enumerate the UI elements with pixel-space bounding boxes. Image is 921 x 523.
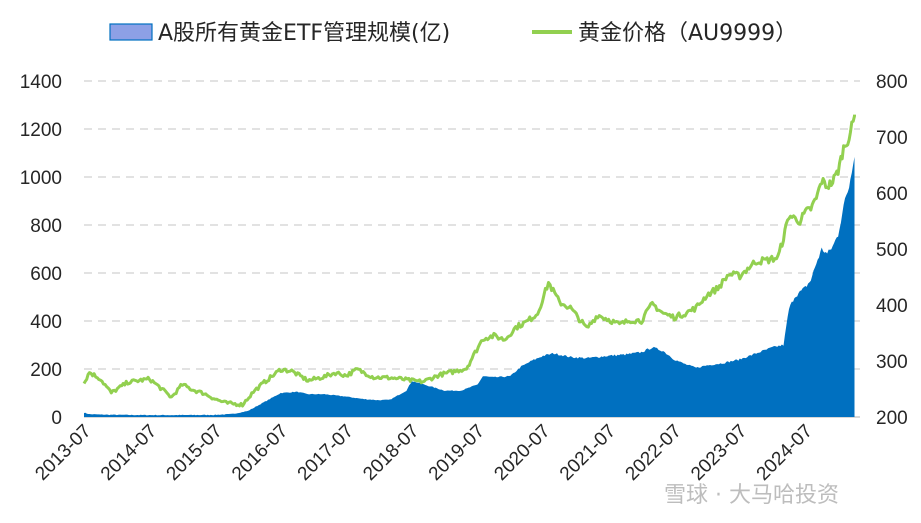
y-right-tick-label: 500	[876, 240, 908, 261]
line-series-layer	[82, 114, 856, 408]
x-tick-label: 2023-07	[687, 421, 751, 485]
y-right-tick-label: 200	[876, 408, 908, 429]
y-right-tick-label: 800	[876, 72, 908, 93]
y-left-tick-label: 0	[51, 408, 62, 429]
x-axis: 2013-07 2014-07 2015-07 2016-07 2017-07 2018-…	[31, 421, 817, 485]
y-right-tick-label: 300	[876, 352, 908, 373]
area-series-layer	[84, 129, 855, 417]
y-right-tick-label: 400	[876, 296, 908, 317]
y-left-tick-label: 800	[30, 216, 62, 237]
legend-label-area: A股所有黄金ETF管理规模(亿)	[158, 21, 450, 46]
x-tick-label: 2016-07	[228, 421, 292, 485]
x-tick-label: 2014-07	[97, 421, 161, 485]
x-tick-label: 2020-07	[490, 421, 554, 485]
legend-swatch-area	[109, 23, 153, 41]
watermark: 雪球 · 大马哈投资	[664, 483, 839, 508]
legend-label-line: 黄金价格（AU9999）	[578, 21, 797, 46]
x-tick-label: 2019-07	[425, 421, 489, 485]
line-series-gold-price	[82, 114, 856, 408]
x-tick-label: 2013-07	[31, 421, 95, 485]
x-tick-label: 2015-07	[163, 421, 227, 485]
y-left-tick-label: 400	[30, 312, 62, 333]
area-series-etf-scale	[84, 129, 855, 417]
y-left-tick-label: 600	[30, 264, 62, 285]
y-left-tick-label: 1200	[20, 120, 62, 141]
x-tick-label: 2017-07	[294, 421, 358, 485]
x-tick-label: 2024-07	[753, 421, 817, 485]
y-right-tick-label: 700	[876, 128, 908, 149]
y-right-tick-label: 600	[876, 184, 908, 205]
right-axis: 200 300 400 500 600 700 800	[876, 72, 908, 429]
x-tick-label: 2018-07	[359, 421, 423, 485]
legend: A股所有黄金ETF管理规模(亿) 黄金价格（AU9999）	[109, 21, 797, 46]
x-tick-label: 2022-07	[622, 421, 686, 485]
left-axis: 0 200 400 600 800 1000 1200 1400	[20, 72, 62, 429]
y-left-tick-label: 1000	[20, 168, 62, 189]
y-left-tick-label: 200	[30, 360, 62, 381]
x-tick-label: 2021-07	[556, 421, 620, 485]
y-left-tick-label: 1400	[20, 72, 62, 93]
